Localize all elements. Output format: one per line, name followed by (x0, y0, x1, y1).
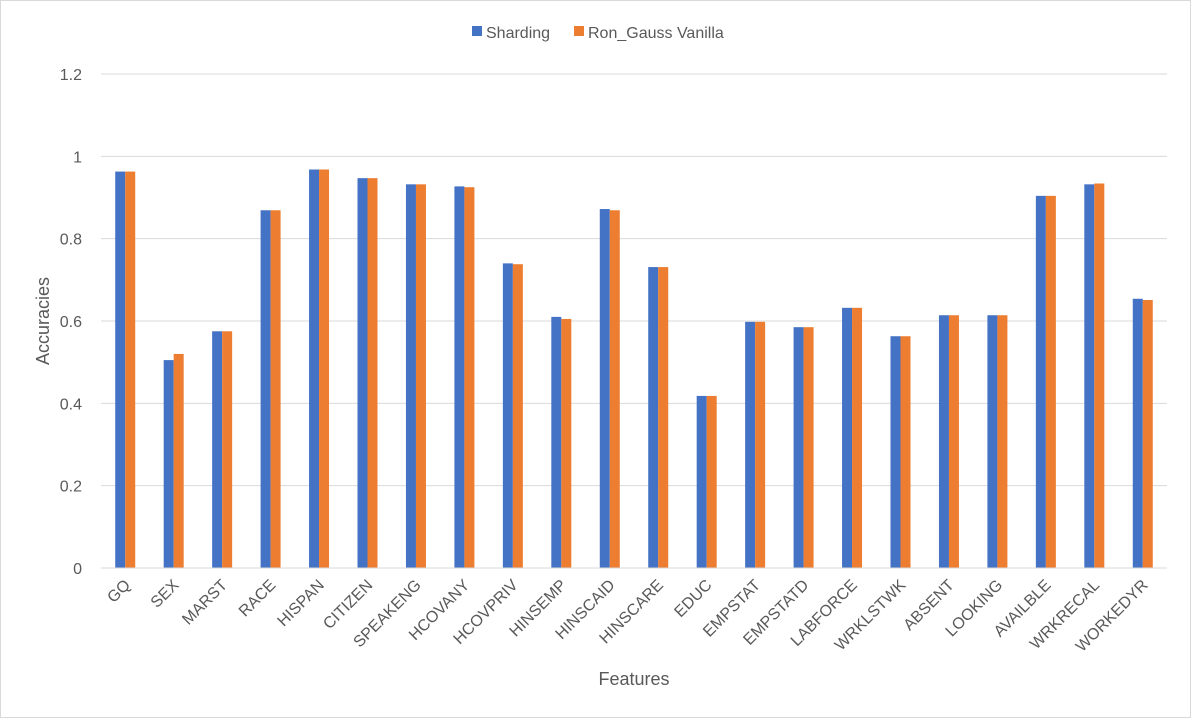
bar-ron-gauss-vanilla-labforce (852, 307, 863, 568)
legend-label-ron-gauss-vanilla: Ron_Gauss Vanilla (588, 25, 724, 42)
legend-swatch-sharding (472, 26, 482, 36)
legend-swatch-ron-gauss-vanilla (574, 26, 584, 36)
legend-label-sharding: Sharding (486, 25, 550, 42)
bar-sharding-empstat (745, 321, 756, 568)
bar-ron-gauss-vanilla-empstat (755, 321, 766, 568)
bar-sharding-looking (987, 315, 998, 568)
x-tick-label: GQ (104, 577, 134, 607)
y-axis-title: Accuracies (33, 277, 53, 365)
bar-sharding-wrkrecal (1084, 184, 1095, 568)
bar-ron-gauss-vanilla-sex (173, 353, 184, 568)
bar-sharding-hispan (309, 169, 320, 569)
y-tick-label: 1 (73, 149, 82, 166)
bar-ron-gauss-vanilla-hcovany (464, 187, 475, 569)
y-tick-label: 0.6 (60, 314, 82, 331)
bar-sharding-gq (115, 171, 126, 568)
bar-sharding-availble (1035, 195, 1046, 568)
bar-ron-gauss-vanilla-citizen (367, 178, 378, 568)
y-tick-label: 1.2 (60, 67, 82, 84)
bar-sharding-marst (212, 331, 223, 568)
legend: Sharding Ron_Gauss Vanilla (472, 25, 724, 42)
bar-sharding-workedyr (1132, 298, 1143, 568)
bar-sharding-speakeng (405, 184, 416, 568)
x-tick-label: EDUC (671, 577, 715, 621)
y-axis-ticks: 0 0.2 0.4 0.6 0.8 1 1.2 (60, 67, 82, 578)
y-tick-label: 0.8 (60, 232, 82, 249)
bar-ron-gauss-vanilla-wrkrecal (1094, 183, 1105, 568)
bar-ron-gauss-vanilla-availble (1045, 195, 1056, 568)
bar-sharding-hinscaid (599, 209, 610, 568)
x-tick-label: HISPAN (275, 577, 328, 630)
bar-ron-gauss-vanilla-hinscaid (609, 210, 620, 569)
bar-sharding-hcovpriv (502, 263, 513, 568)
x-axis-title: Features (598, 669, 669, 689)
bar-sharding-wrklstwk (890, 336, 901, 568)
bar-ron-gauss-vanilla-workedyr (1142, 300, 1153, 568)
bar-ron-gauss-vanilla-marst (222, 331, 233, 568)
bar-ron-gauss-vanilla-absent (948, 315, 959, 568)
bar-sharding-hinsemp (551, 316, 562, 568)
bar-ron-gauss-vanilla-speakeng (415, 184, 426, 568)
bar-ron-gauss-vanilla-gq (125, 171, 136, 568)
bar-ron-gauss-vanilla-wrklstwk (900, 336, 911, 568)
x-tick-label: MARST (179, 577, 231, 629)
y-tick-label: 0 (73, 561, 82, 578)
bar-sharding-hinscare (648, 267, 659, 568)
bar-ron-gauss-vanilla-hinscare (658, 267, 669, 568)
bar-sharding-labforce (842, 307, 853, 568)
bar-ron-gauss-vanilla-hcovpriv (512, 264, 523, 568)
bar-ron-gauss-vanilla-empstatd (803, 327, 814, 568)
bar-sharding-empstatd (793, 327, 804, 568)
x-tick-label: SEX (148, 577, 183, 612)
bars (115, 169, 1153, 569)
bar-sharding-citizen (357, 178, 368, 568)
bar-sharding-sex (163, 360, 174, 568)
bar-sharding-race (260, 210, 271, 569)
bar-ron-gauss-vanilla-hinsemp (561, 318, 572, 568)
bar-ron-gauss-vanilla-educ (706, 395, 717, 568)
bar-ron-gauss-vanilla-hispan (319, 169, 330, 569)
bar-sharding-educ (696, 395, 707, 568)
bar-ron-gauss-vanilla-looking (997, 315, 1008, 568)
y-tick-label: 0.2 (60, 479, 82, 496)
bar-sharding-absent (938, 315, 949, 568)
bar-ron-gauss-vanilla-race (270, 210, 281, 569)
y-tick-label: 0.4 (60, 396, 82, 413)
x-tick-label: RACE (236, 577, 279, 620)
bar-sharding-hcovany (454, 186, 465, 568)
